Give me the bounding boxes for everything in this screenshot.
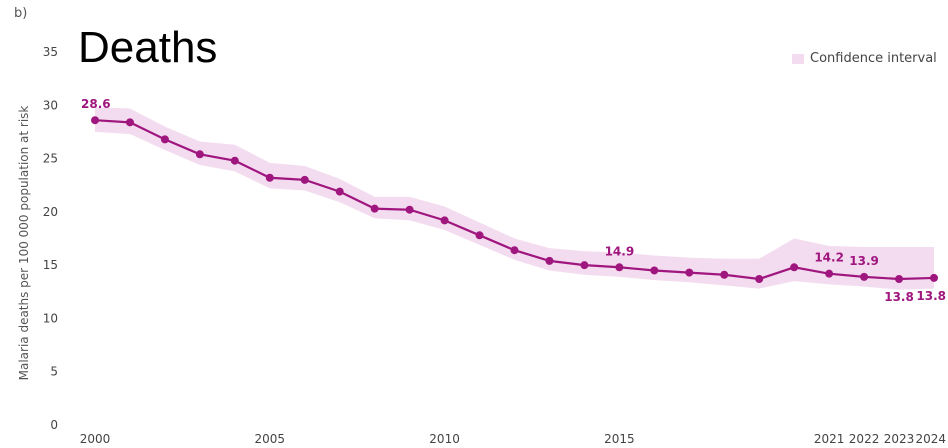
y-tick-label: 15 (43, 258, 58, 272)
chart-title: Deaths (78, 23, 218, 72)
y-tick-label: 35 (43, 45, 58, 59)
data-label: 28.6 (81, 97, 111, 111)
y-tick-label: 30 (43, 98, 58, 112)
panel-label: b) (14, 6, 28, 21)
y-axis: 0 5 10 15 20 25 30 35 (43, 45, 58, 432)
data-point (91, 116, 99, 125)
data-point (265, 173, 274, 182)
y-tick-label: 10 (43, 311, 58, 325)
data-point (720, 270, 729, 279)
y-tick-label: 25 (43, 152, 58, 166)
data-point (475, 231, 484, 240)
y-tick-label: 20 (43, 205, 58, 219)
data-label: 13.8 (884, 290, 914, 304)
y-tick-label: 0 (50, 418, 58, 432)
data-point (930, 273, 938, 282)
data-point (755, 274, 764, 283)
data-point (440, 216, 449, 225)
data-point (195, 150, 204, 159)
data-label: 14.2 (814, 251, 844, 265)
data-point (160, 135, 169, 144)
data-label: 13.8 (916, 289, 946, 303)
data-point (860, 272, 869, 281)
confidence-interval-band (95, 107, 934, 290)
x-tick-label: 2015 (604, 432, 635, 446)
data-point (230, 156, 239, 165)
data-point (615, 263, 624, 272)
y-tick-label: 5 (50, 365, 58, 379)
x-tick-label: 2000 (80, 432, 111, 446)
data-label: 13.9 (849, 254, 879, 268)
x-tick-label: 2005 (255, 432, 286, 446)
data-point (335, 187, 344, 196)
data-point (650, 266, 659, 275)
x-axis: 2000 2005 2010 2015 2021 2022 2023 2024 (80, 432, 946, 446)
data-point (790, 263, 799, 272)
legend: Confidence interval (792, 51, 937, 66)
data-point (580, 261, 589, 270)
x-tick-label: 2024 (915, 432, 946, 446)
data-point (405, 205, 414, 214)
data-point (125, 118, 134, 127)
data-point (685, 268, 694, 277)
data-point (545, 256, 554, 265)
y-axis-label: Malaria deaths per 100 000 population at… (17, 106, 31, 381)
x-tick-label: 2022 (849, 432, 880, 446)
legend-label: Confidence interval (810, 51, 937, 66)
data-point (300, 175, 309, 184)
data-point (370, 204, 379, 213)
data-point (510, 246, 519, 255)
x-tick-label: 2010 (429, 432, 460, 446)
legend-swatch-confidence-interval (792, 53, 804, 64)
data-point (825, 269, 834, 278)
x-tick-label: 2021 (814, 432, 845, 446)
x-tick-label: 2023 (884, 432, 915, 446)
data-point (895, 274, 904, 283)
data-label: 14.9 (605, 244, 635, 258)
